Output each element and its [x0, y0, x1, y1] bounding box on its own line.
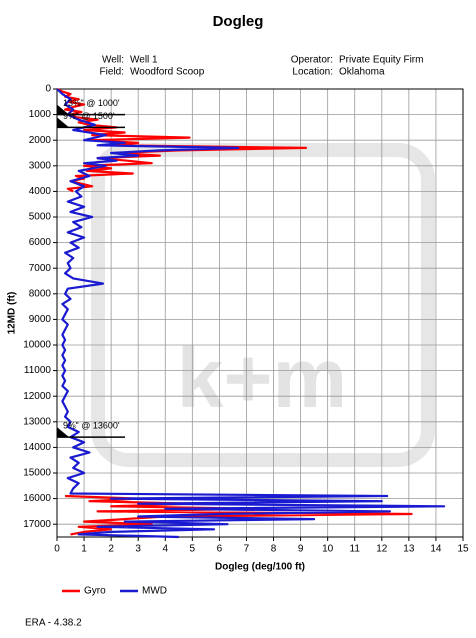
chart-title: Dogleg — [213, 13, 264, 30]
y-tick-label: 15000 — [23, 468, 51, 479]
location: Oklahoma — [339, 67, 385, 78]
x-tick-label: 1 — [81, 544, 87, 555]
watermark-frame — [91, 143, 435, 467]
casing-shoe — [57, 427, 69, 438]
operator: Private Equity Firm — [339, 55, 423, 66]
x-tick-label: 11 — [350, 544, 361, 555]
y-tick-label: 10000 — [23, 340, 51, 351]
y-tick-label: 7000 — [29, 263, 52, 274]
plot-frame — [56, 88, 464, 538]
y-tick-label: 0 — [45, 84, 51, 95]
legend-label: Gyro — [84, 586, 106, 597]
series-line — [56, 88, 446, 539]
x-tick-label: 9 — [298, 544, 304, 555]
location-label: Location: — [292, 67, 333, 78]
x-tick-label: 12 — [376, 544, 388, 555]
field: Woodford Scoop — [130, 67, 205, 78]
y-tick-label: 6000 — [29, 237, 52, 248]
x-tick-label: 0 — [54, 544, 60, 555]
casing-label: 13⅜" @ 1000' — [63, 98, 120, 108]
watermark-text: k+m — [177, 331, 347, 425]
casing-shoe — [57, 104, 69, 115]
x-tick-label: 14 — [430, 544, 442, 555]
casing-label: 9⅝" @ 1500' — [63, 111, 115, 121]
casing-label: 9⅝" @ 13600' — [63, 421, 120, 431]
legend-label: MWD — [142, 586, 167, 597]
y-tick-label: 17000 — [23, 519, 51, 530]
y-tick-label: 3000 — [29, 160, 52, 171]
y-tick-label: 14000 — [23, 442, 51, 453]
y-tick-label: 11000 — [24, 365, 52, 376]
y-tick-label: 12000 — [23, 391, 51, 402]
y-tick-label: 16000 — [23, 493, 51, 504]
operator-label: Operator: — [291, 55, 333, 66]
y-tick-label: 9000 — [29, 314, 52, 325]
x-tick-label: 8 — [271, 544, 277, 555]
y-tick-label: 4000 — [29, 186, 52, 197]
footer: ERA - 4.38.2 — [25, 618, 82, 629]
x-tick-label: 5 — [190, 544, 196, 555]
y-tick-label: 1000 — [29, 109, 52, 120]
x-tick-label: 2 — [108, 544, 114, 555]
watermark: k+m — [91, 143, 435, 467]
x-tick-label: 6 — [217, 544, 223, 555]
y-tick-label: 5000 — [29, 212, 52, 223]
y-tick-label: 2000 — [29, 135, 52, 146]
field-label: Field: — [100, 67, 124, 78]
x-tick-label: 7 — [244, 544, 250, 555]
y-tick-label: 13000 — [23, 416, 51, 427]
x-tick-label: 10 — [322, 544, 334, 555]
x-axis-label: Dogleg (deg/100 ft) — [215, 562, 305, 573]
x-tick-label: 13 — [403, 544, 415, 555]
y-axis-label: 12MD (ft) — [7, 292, 18, 335]
casing-shoe — [57, 117, 69, 128]
y-tick-label: 8000 — [29, 288, 52, 299]
well-label: Well: — [102, 55, 124, 66]
x-tick-label: 15 — [457, 544, 469, 555]
x-tick-label: 4 — [162, 544, 168, 555]
well: Well 1 — [130, 55, 158, 66]
x-tick-label: 3 — [135, 544, 141, 555]
